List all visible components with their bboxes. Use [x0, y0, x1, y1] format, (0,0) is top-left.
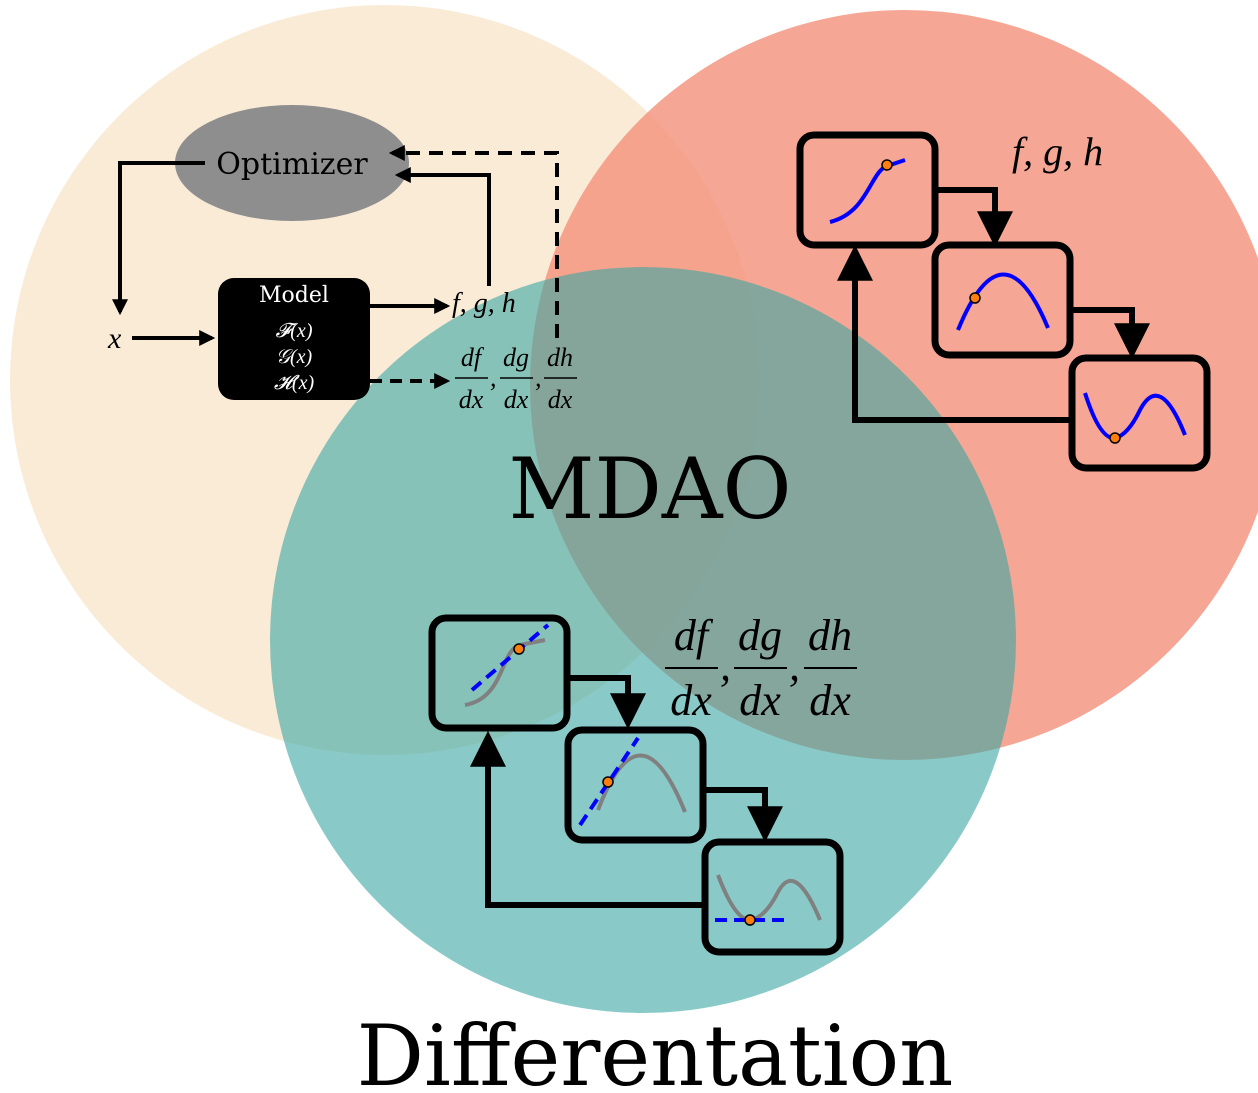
point-marker [969, 292, 981, 304]
arrow-icon [703, 787, 783, 843]
point-marker [602, 776, 614, 788]
outputs-label: f, g, h [452, 288, 516, 319]
analysis-outputs-label: f, g, h [1012, 129, 1103, 174]
fraction-numerator: df [461, 343, 485, 372]
optimizer-label: Optimizer [216, 147, 368, 182]
fraction-denominator: dx [670, 676, 712, 725]
fraction-comma: , [789, 641, 800, 690]
sine-curve-icon [1083, 392, 1187, 440]
derivative-fractions-large: df dx , dg dx , dh dx [665, 611, 857, 725]
mdao-label: MDAO [509, 440, 792, 538]
point-marker [1109, 432, 1121, 444]
derivative-fractions-small: df dx , dg dx , dh dx [455, 343, 577, 414]
parabola-curve-icon [956, 272, 1050, 331]
point-marker [513, 643, 525, 655]
input-x-label: x [107, 322, 122, 355]
tangent-line-icon [578, 736, 640, 827]
fraction-numerator: dg [503, 343, 529, 372]
fraction-denominator: dx [504, 385, 529, 414]
model-box [218, 278, 370, 400]
arrow-icon [1070, 307, 1150, 360]
fraction-numerator: dh [547, 343, 573, 372]
arrow-icon [567, 675, 646, 730]
fraction-numerator: df [674, 611, 714, 660]
differentiation-label: Differentation [357, 1007, 954, 1093]
differentiation-workflow [428, 614, 844, 956]
point-marker [744, 914, 756, 926]
fraction-denominator: dx [809, 676, 851, 725]
model-line-h: 𝓗(x) [274, 372, 315, 394]
fraction-comma: , [490, 363, 497, 392]
arrow-icon [837, 244, 1072, 423]
tangent-line-icon [470, 623, 550, 692]
arrow-icon [112, 161, 205, 316]
fraction-denominator: dx [459, 385, 484, 414]
fraction-numerator: dg [738, 611, 782, 660]
arrow-icon [394, 167, 491, 286]
fraction-comma: , [720, 641, 731, 690]
fraction-numerator: dh [808, 611, 852, 660]
differentiation-box-1 [428, 614, 571, 732]
fraction-comma: , [535, 363, 542, 392]
arrow-icon [935, 187, 1013, 248]
differentiation-circle [270, 267, 1016, 1013]
model-line-g: 𝒢(x) [276, 346, 313, 368]
sine-curve-icon [716, 874, 822, 923]
analysis-workflow: f, g, h [796, 129, 1211, 472]
optimizer-ellipse [175, 105, 409, 221]
fraction-denominator: dx [739, 676, 781, 725]
arrow-icon [470, 730, 705, 908]
point-marker [881, 159, 893, 171]
dashed-arrow-icon [388, 145, 559, 338]
fraction-denominator: dx [548, 385, 573, 414]
model-line-f: 𝓕(x) [276, 320, 313, 342]
model-title: Model [259, 283, 329, 308]
differentiation-box-2 [564, 726, 707, 844]
optimization-workflow: Optimizer x Model 𝓕(x) 𝒢(x) 𝓗(x) f, g, h… [107, 105, 577, 414]
